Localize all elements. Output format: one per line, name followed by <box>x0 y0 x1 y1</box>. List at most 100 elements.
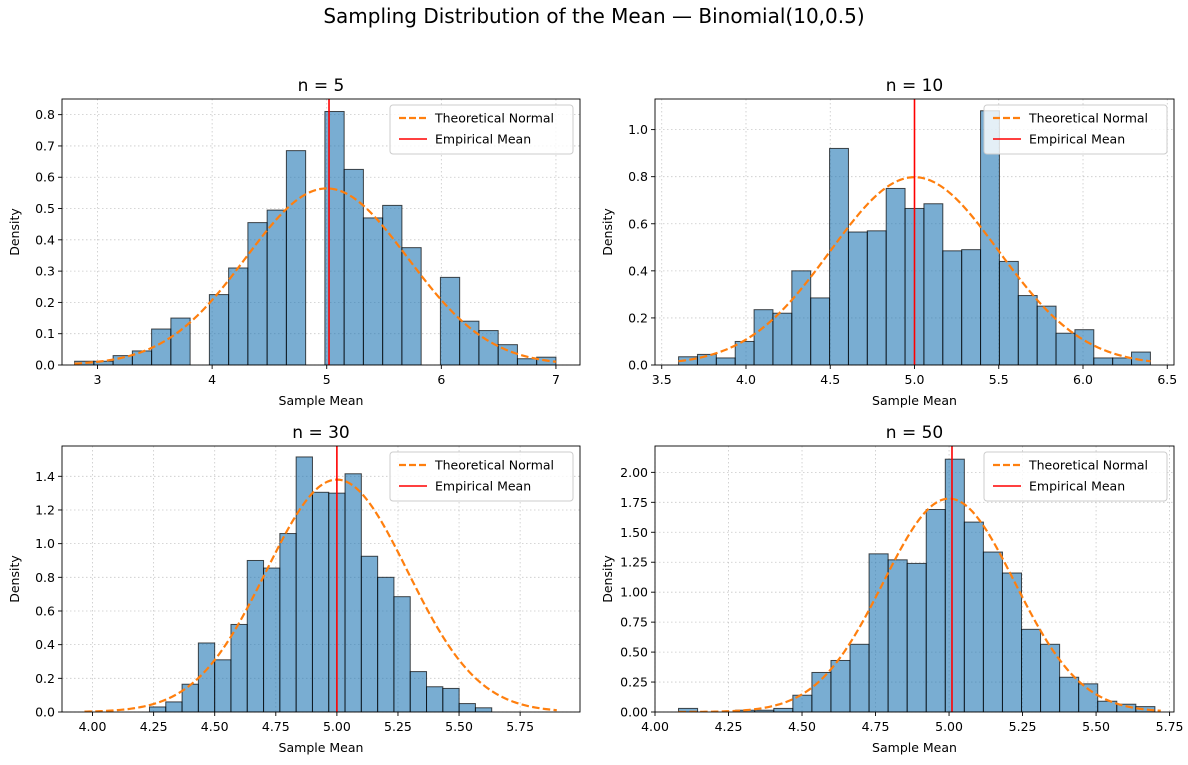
x-tick-label: 4.00 <box>79 719 107 734</box>
histogram-bar <box>439 276 461 365</box>
y-tick-label: 0.0 <box>628 358 648 373</box>
y-tick-label: 1.4 <box>35 469 55 484</box>
histogram-bar <box>516 358 538 365</box>
theoretical-normal-curve <box>74 187 557 365</box>
legend-box <box>389 451 574 502</box>
subplot-1: 3 4 5 6 7 0.0 0.1 0.2 0.3 0.4 0.5 0.6 0.7 0.8 n = 5 Sam… <box>7 76 581 408</box>
legend: Theoretical Normal Empirical Mean <box>389 451 574 502</box>
y-tick-label: 0.1 <box>35 326 55 341</box>
y-tick-label: 0.25 <box>620 675 648 690</box>
y-tick-label: 0.8 <box>35 107 55 122</box>
y-tick-label: 0.4 <box>35 232 55 247</box>
y-tick-label: 1.00 <box>620 585 648 600</box>
y-tick-label: 1.50 <box>620 525 648 540</box>
histogram-bar <box>228 267 249 365</box>
y-tick-label: 0.00 <box>620 705 648 720</box>
histogram-bar <box>1017 295 1038 365</box>
x-tick-label: 3 <box>94 372 102 387</box>
y-tick-label: 1.25 <box>620 555 648 570</box>
histogram-bar <box>148 706 167 712</box>
histogram-bar <box>982 551 1003 712</box>
histogram-bar <box>1040 643 1061 712</box>
histogram-bar <box>753 309 774 365</box>
y-tick-label: 1.2 <box>35 502 55 517</box>
histogram-bar <box>360 555 379 712</box>
histogram-bar <box>458 703 476 712</box>
axes-frame <box>654 445 1175 713</box>
y-axis-label: Density <box>7 555 22 603</box>
x-axis-label: Sample Mean <box>279 393 364 408</box>
legend-label-normal: Theoretical Normal <box>434 458 554 473</box>
y-tick-label: 0.3 <box>35 264 55 279</box>
histogram-bars <box>678 458 1156 712</box>
histogram-bar <box>734 340 755 365</box>
histogram-bars <box>148 456 493 712</box>
subplot-4: 4.00 4.25 4.50 4.75 5.00 5.25 5.50 5.75 0.00 0.25… <box>600 423 1184 755</box>
histogram-bar <box>885 187 906 365</box>
subplot-title: n = 50 <box>886 423 943 443</box>
histogram-bar <box>246 559 265 712</box>
histogram-bar <box>279 533 297 712</box>
histogram-bar <box>474 707 493 712</box>
x-tick-label: 5.00 <box>323 719 351 734</box>
legend-box <box>983 451 1168 502</box>
histogram-bar <box>170 317 191 365</box>
histogram-bar <box>230 623 248 712</box>
legend-label-normal: Theoretical Normal <box>1028 458 1148 473</box>
legend-box <box>389 104 574 155</box>
y-tick-label: 0.75 <box>620 615 648 630</box>
histogram-bar <box>266 209 287 365</box>
x-tick-label: 4.50 <box>201 719 229 734</box>
y-tick-label: 0.4 <box>35 637 55 652</box>
x-tick-label: 6 <box>437 372 445 387</box>
histogram-bar <box>1021 628 1042 712</box>
histogram-bar <box>401 247 422 365</box>
x-tick-label: 5.50 <box>1082 719 1110 734</box>
legend-box <box>983 104 1168 155</box>
x-tick-label: 5.0 <box>905 372 925 387</box>
histogram-bar <box>344 473 362 712</box>
axes-frame <box>61 98 581 366</box>
histogram-bar <box>1078 683 1099 712</box>
theoretical-normal-curve <box>678 176 1151 363</box>
subplot-title: n = 5 <box>298 76 345 96</box>
histogram-bar <box>1055 332 1076 365</box>
histogram-bar <box>830 659 851 712</box>
histogram-bar <box>393 596 411 712</box>
legend: Theoretical Normal Empirical Mean <box>983 451 1168 502</box>
x-tick-label: 5.25 <box>1009 719 1037 734</box>
x-tick-label: 4.25 <box>715 719 743 734</box>
x-axis-label: Sample Mean <box>872 393 957 408</box>
y-tick-label: 0.8 <box>35 570 55 585</box>
x-tick-label: 4.00 <box>641 719 669 734</box>
x-tick-label: 3.5 <box>652 372 672 387</box>
legend: Theoretical Normal Empirical Mean <box>983 104 1168 155</box>
x-tick-label: 4.50 <box>788 719 816 734</box>
x-tick-label: 7 <box>552 372 560 387</box>
x-tick-label: 6.0 <box>1073 372 1093 387</box>
histogram-bar <box>208 294 230 365</box>
y-axis-label: Density <box>7 208 22 256</box>
histogram-bar <box>285 150 307 365</box>
figure-title: Sampling Distribution of the Mean — Bino… <box>323 4 865 28</box>
x-tick-label: 4.5 <box>820 372 840 387</box>
y-tick-label: 0.5 <box>35 201 55 216</box>
x-tick-label: 6.5 <box>1157 372 1177 387</box>
histogram-bar <box>715 357 736 365</box>
y-tick-label: 1.0 <box>628 122 648 137</box>
y-tick-label: 0.6 <box>35 170 55 185</box>
histogram-bar <box>197 642 216 712</box>
x-axis-label: Sample Mean <box>872 740 957 755</box>
y-tick-label: 1.75 <box>620 495 648 510</box>
histogram-bar <box>887 559 908 712</box>
histogram-bar <box>1036 305 1057 365</box>
y-axis-label: Density <box>600 555 615 603</box>
histogram-bar <box>772 312 793 365</box>
histogram-bar <box>925 509 946 712</box>
theoretical-normal-curve <box>84 478 557 712</box>
y-tick-label: 0.50 <box>620 645 648 660</box>
histogram-bar <box>944 458 965 712</box>
histogram-bar <box>1097 700 1118 712</box>
histogram-bar <box>963 521 984 712</box>
histogram-bar <box>442 687 460 712</box>
